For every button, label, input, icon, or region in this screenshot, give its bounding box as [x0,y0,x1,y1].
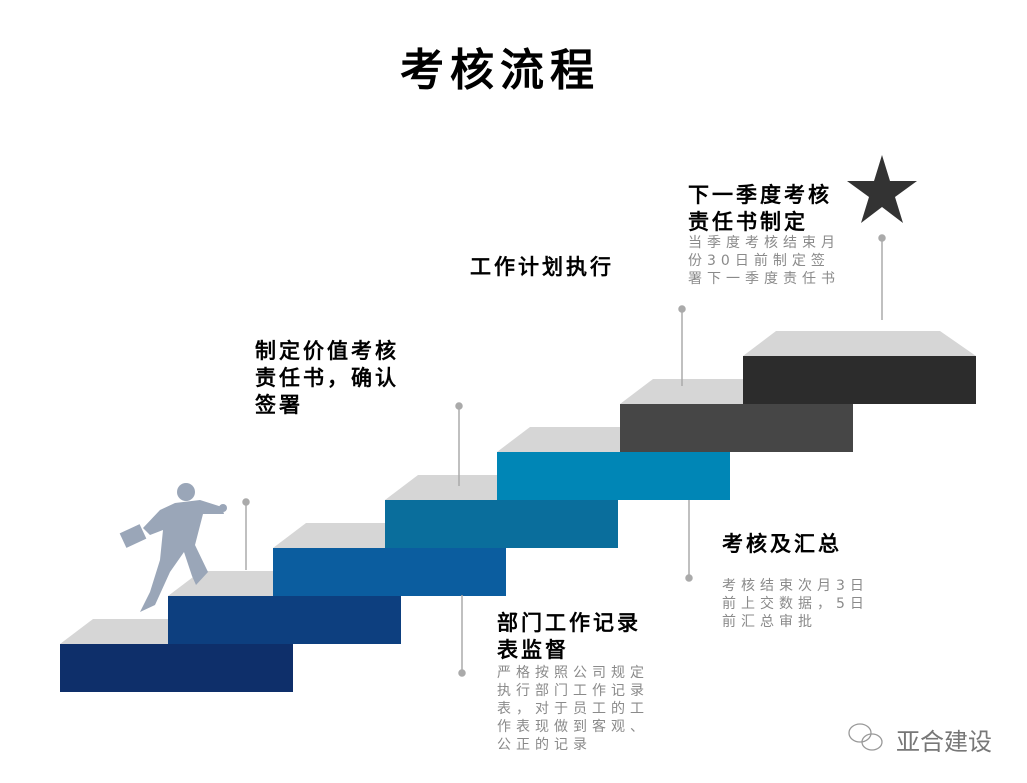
stair-step [60,644,293,692]
step-5-title: 下一季度考核责任书制定 [688,183,832,234]
step-4-title: 考核及汇总 [722,532,842,556]
stair-step [497,452,730,500]
star-icon [847,155,917,223]
step-5-desc: 当季度考核结束月份30日前制定签署下一季度责任书 [688,235,840,287]
runner-icon [119,483,227,612]
step-4-desc: 考核结束次月3日前上交数据，5日前汇总审批 [722,578,869,630]
step-1-title: 制定价值考核责任书，确认签署 [255,339,399,417]
connector-dot [458,669,466,677]
stair-step [273,548,506,596]
stair-step [385,500,618,548]
step-2-title: 部门工作记录表监督 [497,611,641,662]
step-2-desc: 严格按照公司规定执行部门工作记录表，对于员工的工作表现做到客观、公正的记录 [497,665,649,753]
step-3-title: 工作计划执行 [470,255,614,279]
stair-step [168,596,401,644]
connector-dot [678,305,686,313]
connector-dot [242,498,250,506]
page-title: 考核流程 [400,45,600,96]
stair-step [743,356,976,404]
watermark: 亚合建设 [896,728,992,756]
wechat-icon [848,723,883,751]
connector-dot [455,402,463,410]
stair-step [620,404,853,452]
connector-dot [685,574,693,582]
stair-top [743,331,976,356]
connector-dot [878,234,886,242]
